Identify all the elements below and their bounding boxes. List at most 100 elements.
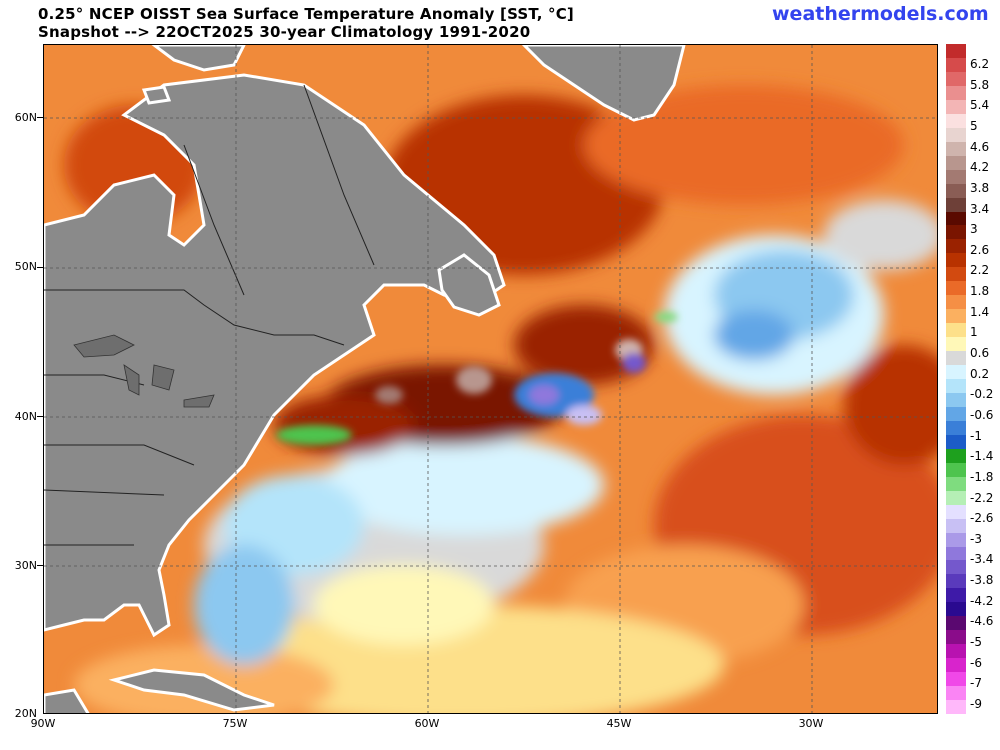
colorbar-label: 3.4 [970,201,990,216]
colorbar-swatch [946,155,966,171]
colorbar-swatch [946,267,966,282]
colorbar-swatch [946,365,966,380]
colorbar-swatch [946,476,966,492]
colorbar-swatch [946,71,966,87]
colorbar-label: -4.2 [970,593,994,608]
colorbar-label: 5.8 [970,77,990,92]
colorbar-label: 3.8 [970,180,990,195]
colorbar-swatch [946,546,966,561]
colorbar-label: -3.4 [970,552,994,567]
colorbar-swatch [946,532,966,547]
colorbar-label: -2.6 [970,511,994,526]
colorbar-swatch [946,392,966,408]
colorbar-swatch [946,602,966,617]
colorbar-swatch [946,113,966,129]
colorbar-label: -1.4 [970,449,994,464]
colorbar-swatch [946,127,966,143]
colorbar-label: 5 [970,118,978,133]
colorbar-label: -4.6 [970,614,994,629]
colorbar-swatch [946,239,966,254]
colorbar-swatch [946,686,966,701]
lat-label-50n: 50N [14,260,37,273]
colorbar-swatch [946,225,966,240]
colorbar-swatch [946,462,966,478]
lon-label-90w: 90W [30,717,56,730]
colorbar-label: 4.2 [970,160,990,175]
colorbar-label: -1 [970,428,982,443]
colorbar-swatch [946,337,966,352]
colorbar-swatch [946,658,966,673]
lon-label-60w: 60W [414,717,440,730]
colorbar-swatch [946,672,966,687]
lat-label-30n: 30N [14,559,37,572]
colorbar-swatch [946,379,966,394]
anomaly-cores [276,312,678,445]
colorbar-swatch [946,99,966,115]
colorbar-label: 3 [970,222,978,237]
colorbar-swatch [946,281,966,296]
colorbar-swatch [946,518,966,534]
colorbar-label: -0.6 [970,407,994,422]
colorbar-label: 4.6 [970,139,990,154]
colorbar-swatch [946,85,966,101]
colorbar-label: -7 [970,676,982,691]
colorbar-label: -0.2 [970,387,994,402]
lon-label-30w: 30W [798,717,824,730]
colorbar-label: 6.2 [970,57,990,71]
lon-label-75w: 75W [222,717,248,730]
colorbar-label: -1.8 [970,469,994,484]
political-borders [44,84,375,546]
colorbar-swatch [946,434,966,450]
colorbar-swatch [946,574,966,589]
colorbar-label: -3.8 [970,573,994,588]
lon-label-45w: 45W [606,717,632,730]
colorbar-label: 0.2 [970,366,990,381]
colorbar-swatch [946,616,966,631]
colorbar-swatch [946,630,966,645]
colorbar-swatch [946,490,966,506]
colorbar-swatch [946,588,966,603]
colorbar-swatch [946,253,966,268]
colorbar-swatch [946,420,966,436]
lat-tick [37,416,43,417]
colorbar-swatch [946,309,966,324]
map-gridlines [44,45,937,713]
colorbar-label: -6 [970,655,982,670]
colorbar [946,44,966,715]
colorbar-label: -3 [970,531,982,546]
colorbar-label: -2.2 [970,490,994,505]
colorbar-label: 1.4 [970,304,990,319]
lat-label-40n: 40N [14,410,37,423]
colorbar-label: -9 [970,697,982,711]
colorbar-swatch [946,183,966,199]
map-canvas [44,45,937,713]
colorbar-label: 2.6 [970,242,990,257]
colorbar-swatch [946,141,966,157]
lat-label-20n: 20N [14,707,37,720]
colorbar-swatch [946,504,966,520]
colorbar-swatch [946,560,966,575]
colorbar-label: -5 [970,635,982,650]
colorbar-label: 5.4 [970,98,990,113]
colorbar-swatch [946,197,966,212]
great-lakes [73,334,215,408]
lat-tick [37,117,43,118]
colorbar-swatch [946,700,966,715]
colorbar-label: 1.8 [970,284,990,299]
colorbar-swatch [946,57,966,73]
colorbar-swatch [946,351,966,366]
anomaly-patches [64,85,937,713]
brand-logo[interactable]: weathermodels.com [772,3,989,25]
map-subtitle: Snapshot --> 22OCT2025 30-year Climatolo… [38,23,531,41]
colorbar-label: 1 [970,325,978,340]
lat-label-60n: 60N [14,111,37,124]
lat-tick [37,565,43,566]
colorbar-swatch [946,644,966,659]
colorbar-swatch [946,448,966,464]
colorbar-swatch [946,406,966,422]
map-title: 0.25° NCEP OISST Sea Surface Temperature… [38,5,574,23]
colorbar-label: 0.6 [970,346,990,361]
colorbar-swatch [946,44,966,59]
colorbar-swatch [946,211,966,226]
colorbar-swatch [946,323,966,338]
